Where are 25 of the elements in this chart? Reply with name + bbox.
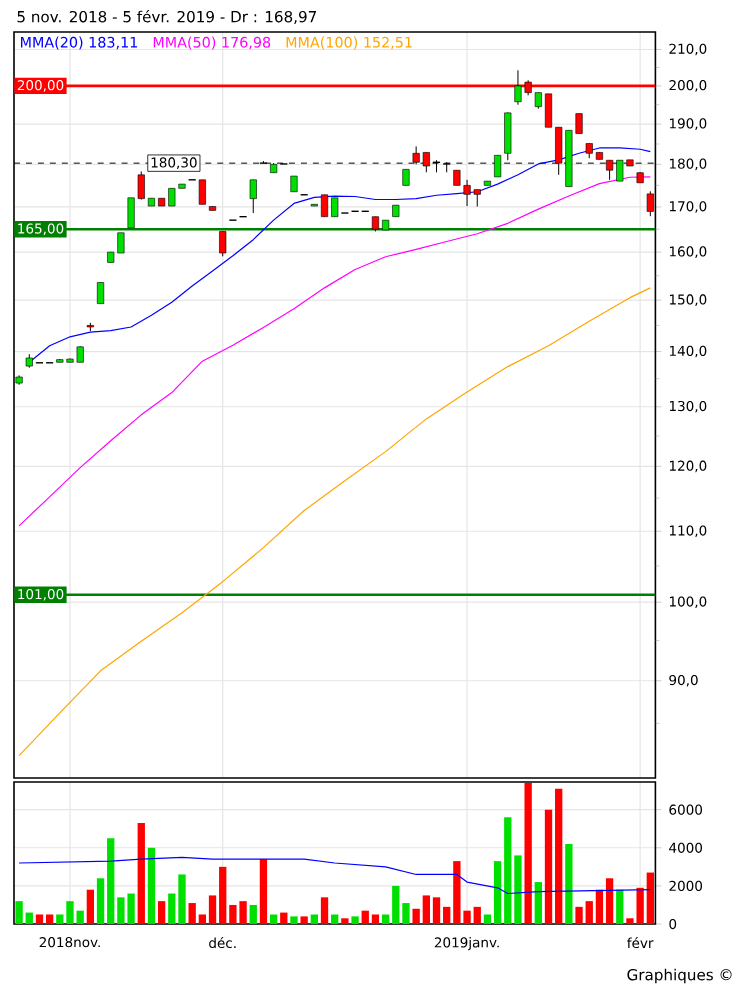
line-series <box>18 287 651 757</box>
line-series <box>18 176 651 527</box>
bar <box>147 847 156 925</box>
bar <box>616 889 624 925</box>
bar <box>310 914 319 925</box>
candlestick <box>249 179 257 214</box>
bar <box>331 914 339 925</box>
bar <box>86 889 95 925</box>
candlestick <box>96 282 105 305</box>
bar <box>565 843 573 925</box>
bar <box>269 914 278 925</box>
bar <box>300 916 308 925</box>
line-series <box>18 856 651 895</box>
bar <box>137 822 145 925</box>
bar <box>524 782 532 925</box>
bar <box>157 901 166 925</box>
bar <box>280 912 288 925</box>
bar <box>341 918 349 925</box>
bar <box>249 904 257 925</box>
bar <box>534 882 542 925</box>
bar <box>351 916 359 925</box>
bar <box>259 859 268 925</box>
bar <box>320 897 329 925</box>
candlestick <box>219 230 227 257</box>
bar <box>290 916 298 925</box>
